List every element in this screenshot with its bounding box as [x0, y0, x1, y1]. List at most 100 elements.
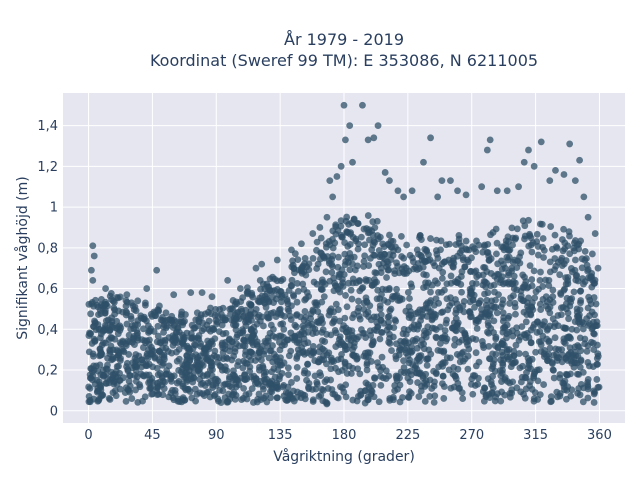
data-point — [143, 317, 150, 325]
y-tick-label: 1 — [50, 201, 58, 216]
outlier-point — [187, 289, 195, 297]
data-point — [427, 235, 434, 242]
data-point — [293, 311, 301, 318]
data-point — [488, 389, 496, 396]
data-point — [414, 321, 422, 328]
data-point — [284, 364, 292, 372]
data-point — [219, 349, 227, 356]
data-point — [395, 269, 403, 277]
outlier-point — [342, 136, 349, 144]
data-point — [504, 378, 511, 385]
outlier-point — [329, 193, 337, 201]
data-point — [460, 308, 468, 316]
data-point — [513, 225, 521, 233]
data-point — [336, 333, 344, 341]
data-point — [542, 293, 550, 301]
data-point — [105, 379, 113, 387]
data-point — [488, 297, 496, 305]
data-point — [511, 359, 519, 367]
data-point — [227, 310, 234, 318]
outlier-point — [525, 146, 532, 154]
data-point — [533, 230, 541, 238]
data-point — [211, 312, 219, 319]
data-point — [361, 241, 369, 249]
data-point — [235, 315, 243, 323]
data-point — [385, 338, 393, 346]
data-point — [230, 352, 238, 360]
data-point — [567, 265, 575, 272]
data-point — [541, 318, 548, 325]
data-point — [352, 235, 360, 243]
data-point — [241, 371, 248, 378]
data-point — [284, 383, 292, 391]
data-point — [293, 279, 301, 287]
data-point — [562, 395, 570, 403]
outlier-point — [359, 101, 366, 109]
data-point — [290, 292, 298, 300]
data-point — [365, 228, 373, 236]
data-point — [215, 328, 223, 335]
data-point — [498, 257, 505, 265]
data-point — [584, 394, 592, 402]
data-point — [131, 341, 138, 349]
data-point — [347, 286, 355, 294]
data-point — [226, 335, 233, 343]
data-point — [278, 293, 285, 301]
data-point — [539, 235, 547, 242]
data-point — [287, 316, 295, 324]
data-point — [536, 300, 544, 308]
data-point — [354, 262, 361, 270]
data-point — [334, 356, 342, 364]
data-point — [154, 306, 162, 314]
data-point — [403, 241, 411, 249]
data-point — [113, 363, 121, 370]
data-point — [122, 340, 130, 348]
data-point — [273, 394, 281, 402]
data-point — [562, 257, 570, 264]
data-point — [452, 315, 460, 323]
data-point — [418, 313, 425, 320]
data-point — [548, 245, 556, 253]
data-point — [490, 317, 498, 325]
data-point — [336, 288, 344, 296]
data-point — [159, 391, 167, 399]
data-point — [209, 366, 216, 374]
data-point — [469, 296, 477, 304]
data-point — [341, 360, 349, 367]
data-point — [537, 306, 545, 313]
data-point — [553, 357, 561, 364]
data-point — [505, 328, 513, 336]
outlier-point — [153, 266, 161, 274]
data-point — [222, 329, 230, 337]
data-point — [499, 309, 507, 317]
data-point — [417, 352, 425, 359]
data-point — [549, 366, 557, 374]
data-point — [364, 212, 372, 219]
data-point — [530, 374, 538, 382]
data-point — [299, 262, 307, 270]
data-point — [579, 398, 587, 406]
data-point — [293, 339, 301, 346]
outlier-point — [503, 187, 511, 195]
data-point — [305, 321, 313, 329]
data-point — [405, 394, 413, 401]
data-point — [367, 254, 374, 262]
data-point — [386, 251, 393, 258]
data-point — [433, 250, 441, 258]
data-point — [176, 398, 183, 405]
data-point — [363, 359, 371, 367]
data-point — [188, 321, 196, 329]
data-point — [482, 301, 490, 309]
data-point — [581, 247, 589, 255]
data-point — [154, 322, 162, 330]
outlier-point — [333, 173, 341, 180]
x-tick-label: 135 — [268, 428, 293, 443]
data-point — [97, 330, 105, 338]
data-point — [373, 217, 381, 225]
data-point — [197, 380, 205, 388]
data-point — [116, 385, 124, 393]
data-point — [498, 348, 506, 356]
data-point — [245, 300, 253, 308]
data-point — [549, 286, 557, 294]
data-point — [590, 294, 598, 301]
